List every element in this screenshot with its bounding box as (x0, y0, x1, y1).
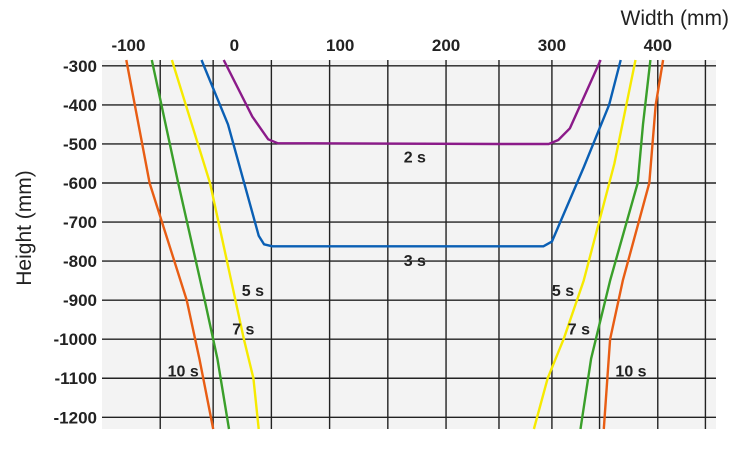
y-tick-label: -1100 (54, 369, 97, 388)
y-tick-label: -500 (63, 135, 97, 154)
y-tick-label: -800 (63, 252, 97, 271)
y-tick-label: -900 (63, 291, 97, 310)
curve-label-5s: 5 s (242, 283, 264, 300)
curve-label-10s: 10 s (615, 363, 646, 380)
y-tick-label: -300 (63, 57, 97, 76)
curve-label-7s: 7 s (232, 322, 254, 339)
x-tick-label: -100 (111, 36, 145, 55)
curve-label-3s: 3 s (404, 253, 426, 270)
series-line-7s-right (579, 59, 652, 430)
curve-label-2s: 2 s (404, 150, 426, 167)
grid (102, 60, 716, 429)
x-tick-label: 400 (644, 36, 672, 55)
y-tick-label: -600 (63, 174, 97, 193)
series-line-5s-left (170, 59, 260, 430)
curve-label-10s: 10 s (168, 363, 199, 380)
y-tick-label: -1200 (54, 408, 97, 427)
series-line-5s-right (532, 59, 637, 430)
x-axis-ticks: -100 0 100 200 300 400 (111, 36, 672, 55)
series-line-10s-right (602, 59, 665, 430)
series-line-10s-left (125, 59, 215, 430)
series-line-2s-left (222, 59, 602, 146)
curve-label-5s: 5 s (552, 283, 574, 300)
x-axis-title: Width (mm) (621, 7, 730, 30)
y-tick-label: -700 (63, 213, 97, 232)
series-line-7s-left (150, 59, 231, 430)
x-tick-label: 300 (538, 36, 566, 55)
y-axis-ticks: -300 -400 -500 -600 -700 -800 -900 -1000 -1100 -1… (54, 57, 97, 427)
y-axis-title: Height (mm) (13, 170, 36, 286)
x-tick-label: 0 (230, 36, 239, 55)
x-tick-label: 100 (326, 36, 354, 55)
y-tick-label: -400 (63, 96, 97, 115)
series-line-3s-left (200, 59, 622, 248)
plot-area (102, 60, 716, 429)
curve-label-7s: 7 s (568, 322, 590, 339)
x-tick-label: 200 (432, 36, 460, 55)
curve-labels: 2 s 3 s 5 s 5 s 7 s 7 s 10 s 10 s (168, 150, 647, 381)
y-tick-label: -1000 (54, 330, 97, 349)
series-lines (125, 59, 665, 430)
